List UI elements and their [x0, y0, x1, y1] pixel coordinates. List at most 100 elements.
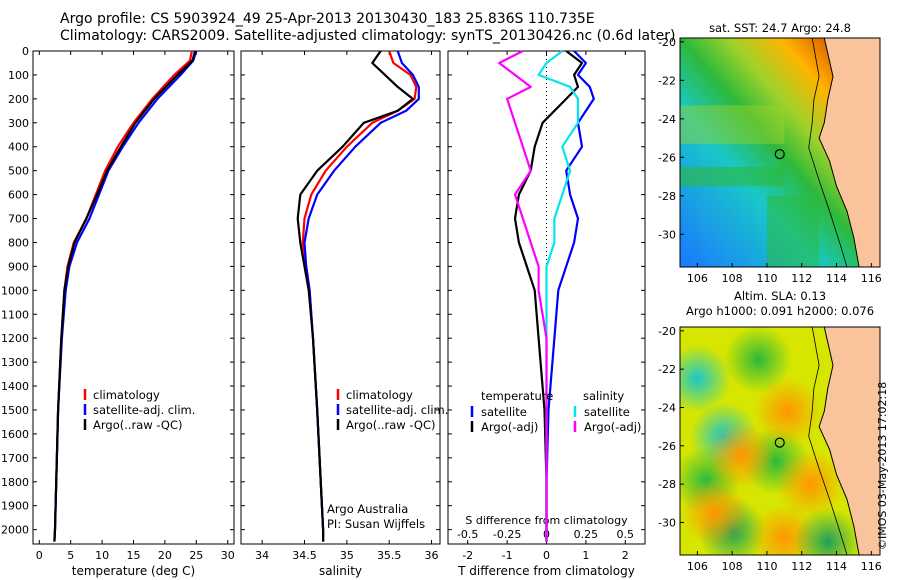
depth-tick-label: 800 — [8, 236, 29, 249]
sst-mid-band — [680, 105, 785, 144]
difference-xtick-label: 2 — [622, 549, 629, 562]
legend-label: Argo(..raw -QC) — [93, 418, 183, 432]
map-sla-map: 106 108 110 112 114 116 -20 -22 -24 -26 -28 -30 Alti… — [658, 289, 882, 573]
sla-map-field — [680, 327, 880, 555]
credit-annotation: Argo Australia — [327, 502, 408, 516]
salinity-xtick-label: 35 — [340, 549, 354, 562]
shelf-contour — [808, 327, 848, 555]
sst-map-ytick-label: -30 — [658, 228, 676, 241]
series-line-argo-raw-qc- — [296, 50, 414, 542]
legend-label: Argo(-adj) — [584, 420, 641, 434]
depth-tick-label: 700 — [8, 213, 29, 226]
legend-label: satellite-adj. clim. — [93, 403, 195, 417]
series-line-t-argo-adj- — [513, 50, 584, 542]
depth-tick-label: 1600 — [1, 428, 29, 441]
legend-label: Argo(-adj) — [481, 420, 538, 434]
argo-float-marker — [774, 437, 785, 448]
legend-label: Argo(..raw -QC) — [346, 418, 436, 432]
depth-tick-label: 1400 — [1, 380, 29, 393]
sla-subtitle: Argo h1000: 0.091 h2000: 0.076 — [686, 304, 874, 318]
temperature-xtick-label: 0 — [36, 549, 43, 562]
depth-tick-label: 1900 — [1, 500, 29, 513]
temperature-xtick-label: 15 — [127, 549, 141, 562]
temperature-axes-box — [32, 50, 235, 545]
temperature-xtick-label: 25 — [189, 549, 203, 562]
sla-map-xtick-label: 106 — [687, 560, 708, 573]
sla-title: Altim. SLA: 0.13 — [734, 289, 826, 303]
map-sst-map: 106 108 110 112 114 116 -20 -22 -24 -26 -28 -30 sat.… — [658, 21, 882, 285]
depth-tick-label: 400 — [8, 141, 29, 154]
depth-tick-label: 1800 — [1, 476, 29, 489]
temperature-xlabel: temperature (deg C) — [72, 564, 195, 578]
sla-map-ytick-label: -30 — [658, 516, 676, 529]
sst-map-ytick-label: -28 — [658, 190, 676, 203]
sla-eddy — [706, 421, 775, 490]
australia-land — [818, 327, 880, 555]
difference-xtick-label: 0 — [543, 549, 550, 562]
s-tick-label: -0.25 — [493, 528, 521, 541]
sla-map-ytick-label: -22 — [658, 363, 676, 376]
depth-tick-label: 500 — [8, 165, 29, 178]
legend-label: satellite-adj. clim. — [346, 403, 448, 417]
sst-title: sat. SST: 24.7 Argo: 24.8 — [709, 21, 851, 35]
depth-tick-label: 100 — [8, 69, 29, 82]
series-line-s-argo-adj- — [498, 50, 548, 542]
depth-tick-label: 900 — [8, 260, 29, 273]
depth-tick-label: 2000 — [1, 524, 29, 537]
difference-xtick-label: -2 — [462, 549, 473, 562]
sla-map-ytick-label: -28 — [658, 478, 676, 491]
sst-map-ytick-label: -20 — [658, 36, 676, 49]
sla-eddy — [680, 344, 732, 413]
sla-map-xtick-label: 112 — [791, 560, 812, 573]
credit-annotation: PI: Susan Wijffels — [327, 517, 425, 531]
s-tick-label: 0.5 — [617, 528, 635, 541]
legend-title-temperature: temperature — [481, 389, 553, 403]
legend-label: climatology — [346, 388, 413, 402]
temperature-xtick-label: 20 — [158, 549, 172, 562]
temperature-xtick-label: 5 — [67, 549, 74, 562]
depth-tick-label: 1200 — [1, 332, 29, 345]
depth-tick-label: 600 — [8, 189, 29, 202]
sla-eddy — [724, 327, 793, 394]
series-line-argo-raw-qc- — [53, 50, 197, 542]
depth-tick-label: 300 — [8, 117, 29, 130]
salinity-xtick-label: 35.5 — [377, 549, 402, 562]
sla-map-ytick-label: -20 — [658, 325, 676, 338]
s-tick-label: -0.5 — [457, 528, 478, 541]
panel-salinity: 34 34.5 35 35.5 36 salinity climatologysatelli… — [240, 50, 448, 578]
salinity-xtick-label: 36 — [425, 549, 439, 562]
sst-map-frame — [679, 37, 881, 268]
australia-land — [818, 38, 880, 267]
salinity-xlabel: salinity — [319, 564, 362, 578]
sst-map-field — [680, 38, 880, 267]
sla-map-ytick-label: -26 — [658, 440, 676, 453]
legend-label: satellite — [481, 405, 527, 419]
title-line-1: Argo profile: CS 5903924_49 25-Apr-2013 … — [60, 11, 595, 27]
depth-tick-label: 1500 — [1, 404, 29, 417]
sla-map-ytick-label: -24 — [658, 401, 676, 414]
sst-front-band — [680, 166, 785, 187]
series-line-t-satellite — [545, 50, 595, 542]
depth-tick-label: 200 — [8, 93, 29, 106]
sst-map-ytick-label: -26 — [658, 151, 676, 164]
legend-label: satellite — [584, 405, 630, 419]
temperature-xtick-label: 10 — [95, 549, 109, 562]
depth-tick-label: 1300 — [1, 356, 29, 369]
legend-title-salinity: salinity — [583, 389, 624, 403]
sst-map-xtick-label: 114 — [826, 272, 847, 285]
sst-map-xtick-label: 110 — [756, 272, 777, 285]
sst-map-xtick-label: 112 — [791, 272, 812, 285]
sst-map-xtick-label: 108 — [722, 272, 743, 285]
sla-map-xtick-label: 108 — [722, 560, 743, 573]
title-line-2: Climatology: CARS2009. Satellite-adjuste… — [60, 28, 676, 44]
s-tick-label: 0.25 — [574, 528, 599, 541]
sst-warm-patch — [766, 195, 820, 267]
sla-eddy — [753, 377, 822, 446]
salinity-xtick-label: 34.5 — [292, 549, 317, 562]
salinity-axes-box — [240, 50, 441, 545]
sla-map-xtick-label: 110 — [756, 560, 777, 573]
argo-float-marker — [774, 149, 785, 160]
difference-xtick-label: 1 — [582, 549, 589, 562]
sla-map-frame — [679, 326, 881, 556]
